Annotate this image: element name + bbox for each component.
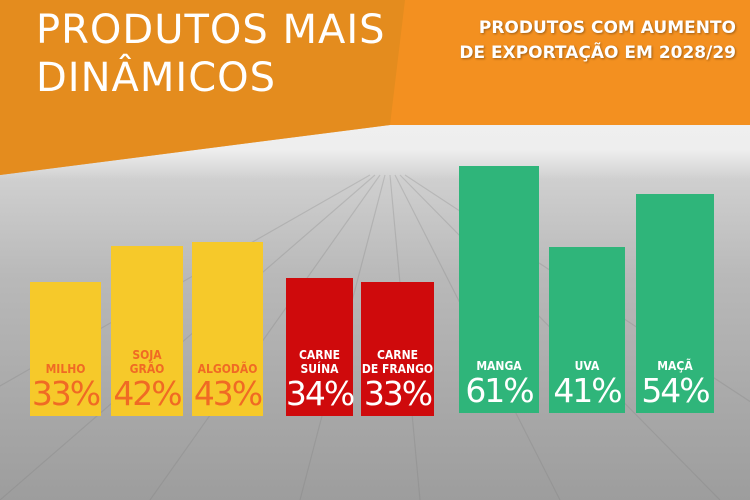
bar-milho: MILHO 33% xyxy=(30,282,101,416)
bar-label: UVA xyxy=(575,359,600,373)
bar-value-label: 33% xyxy=(31,373,101,413)
bar-carne-de-frango: CARNE DE FRANGO 33% xyxy=(361,282,434,416)
bar-value-label: 33% xyxy=(363,373,433,413)
bar-algodão: ALGODÃO 43% xyxy=(192,241,263,416)
bar-label-line: MILHO xyxy=(45,361,86,376)
bar-value-label: 41% xyxy=(553,370,622,410)
bar-label: MAÇÃ xyxy=(657,359,692,373)
bar-value-label: 34% xyxy=(285,373,355,413)
chart-subtitle: PRODUTOS COM AUMENTO DE EXPORTAÇÃO EM 20… xyxy=(459,16,736,66)
bar-label-line: SOJA xyxy=(132,347,162,362)
bar-label-line: ALGODÃO xyxy=(197,361,258,376)
bar-label-line: CARNE xyxy=(376,347,418,362)
bar-value-label: 61% xyxy=(465,370,534,410)
bar-label: SOJA GRÃO xyxy=(130,348,165,376)
bar-label-line: MANGA xyxy=(476,358,522,373)
subtitle-line-1: PRODUTOS COM AUMENTO xyxy=(478,18,736,38)
bar-label-line: GRÃO xyxy=(129,361,165,376)
page-title: PRODUTOS MAIS DINÂMICOS xyxy=(36,6,386,102)
title-line-2: DINÂMICOS xyxy=(36,55,276,101)
bar-label-line: MAÇÃ xyxy=(657,358,693,373)
bar-value-label: 42% xyxy=(113,373,182,413)
bar-label: CARNE DE FRANGO xyxy=(362,348,433,376)
bar-uva: UVA 41% xyxy=(549,246,625,413)
bar-label: ALGODÃO xyxy=(198,362,258,376)
bar-label-line: UVA xyxy=(574,358,600,373)
bar-value-label: 54% xyxy=(641,370,710,410)
bar-manga: MANGA 61% xyxy=(459,165,539,413)
title-line-1: PRODUTOS MAIS xyxy=(36,7,386,53)
bar-carne-suína: CARNE SUÍNA 34% xyxy=(285,278,355,416)
bar-label-line: DE FRANGO xyxy=(361,361,434,376)
bar-label: MILHO xyxy=(46,362,86,376)
bar-value-label: 43% xyxy=(193,373,263,413)
bar-label-line: SUÍNA xyxy=(300,361,339,376)
bar-label-line: CARNE xyxy=(298,347,340,362)
bar-label: MANGA xyxy=(476,359,521,373)
bar-maçã: MAÇÃ 54% xyxy=(636,194,714,413)
subtitle-line-2: DE EXPORTAÇÃO EM 2028/29 xyxy=(459,43,736,63)
bar-soja-grão: SOJA GRÃO 42% xyxy=(111,245,183,416)
bar-label: CARNE SUÍNA xyxy=(299,348,340,376)
header-title-panel xyxy=(0,0,405,175)
